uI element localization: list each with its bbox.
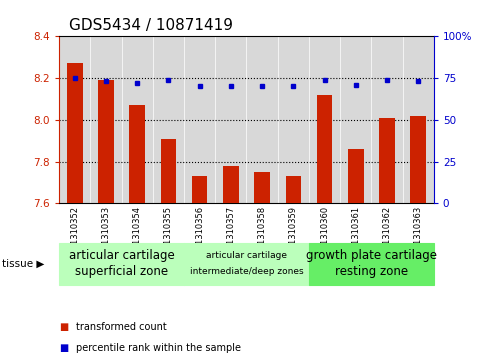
Text: growth plate cartilage: growth plate cartilage xyxy=(306,249,437,261)
Bar xyxy=(223,166,239,203)
Text: tissue ▶: tissue ▶ xyxy=(2,259,45,269)
Bar xyxy=(379,118,395,203)
Bar xyxy=(348,149,363,203)
Bar xyxy=(67,64,83,203)
Bar xyxy=(309,36,340,203)
Bar xyxy=(246,36,278,203)
Bar xyxy=(317,95,332,203)
Bar xyxy=(403,36,434,203)
Bar xyxy=(410,116,426,203)
Bar xyxy=(59,36,90,203)
Text: resting zone: resting zone xyxy=(335,265,408,278)
Bar xyxy=(122,36,153,203)
Bar xyxy=(161,139,176,203)
Text: articular cartilage: articular cartilage xyxy=(69,249,175,261)
Bar xyxy=(254,172,270,203)
Bar xyxy=(285,176,301,203)
Text: intermediate/deep zones: intermediate/deep zones xyxy=(190,267,303,276)
Bar xyxy=(90,36,122,203)
Text: ■: ■ xyxy=(59,343,69,354)
Bar xyxy=(192,176,208,203)
Bar xyxy=(215,36,246,203)
Text: transformed count: transformed count xyxy=(76,322,167,332)
Bar xyxy=(340,36,371,203)
Text: percentile rank within the sample: percentile rank within the sample xyxy=(76,343,242,354)
Bar xyxy=(129,105,145,203)
Text: superficial zone: superficial zone xyxy=(75,265,168,278)
Bar xyxy=(184,36,215,203)
Text: ■: ■ xyxy=(59,322,69,332)
Bar xyxy=(98,80,114,203)
Bar xyxy=(371,36,403,203)
Text: articular cartilage: articular cartilage xyxy=(206,250,287,260)
Bar xyxy=(153,36,184,203)
Text: GDS5434 / 10871419: GDS5434 / 10871419 xyxy=(69,18,233,33)
Bar xyxy=(278,36,309,203)
